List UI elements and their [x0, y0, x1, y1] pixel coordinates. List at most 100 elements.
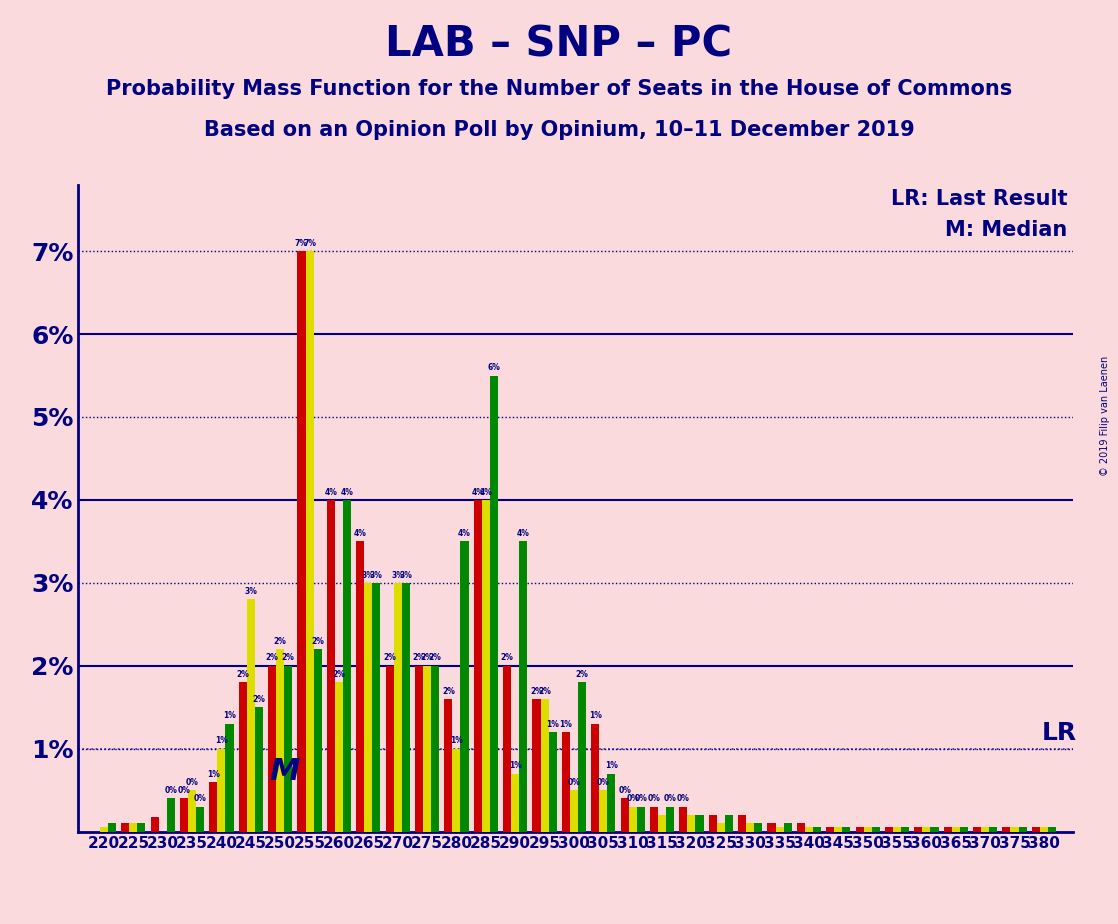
Bar — [314, 650, 322, 832]
Bar — [276, 650, 284, 832]
Bar — [326, 500, 335, 832]
Bar — [797, 823, 805, 832]
Bar — [386, 666, 394, 832]
Bar — [226, 723, 234, 832]
Bar — [415, 666, 423, 832]
Bar — [724, 815, 733, 832]
Bar — [784, 823, 792, 832]
Bar — [519, 541, 528, 832]
Text: 0%: 0% — [568, 778, 580, 787]
Text: 1%: 1% — [559, 720, 572, 729]
Text: 2%: 2% — [274, 637, 286, 646]
Text: 6%: 6% — [487, 363, 501, 372]
Bar — [357, 541, 364, 832]
Text: 1%: 1% — [589, 711, 601, 721]
Text: 2%: 2% — [236, 670, 249, 679]
Bar — [482, 500, 490, 832]
Bar — [915, 828, 922, 832]
Bar — [364, 583, 372, 832]
Text: 3%: 3% — [362, 570, 375, 579]
Text: 3%: 3% — [370, 570, 382, 579]
Text: M: M — [269, 757, 300, 786]
Text: 7%: 7% — [295, 238, 307, 248]
Text: 2%: 2% — [266, 653, 278, 663]
Bar — [532, 699, 540, 832]
Bar — [717, 823, 724, 832]
Bar — [247, 600, 255, 832]
Text: 1%: 1% — [207, 770, 220, 779]
Text: 1%: 1% — [451, 736, 463, 746]
Bar — [960, 828, 968, 832]
Bar — [607, 773, 615, 832]
Bar — [893, 828, 901, 832]
Bar — [335, 682, 343, 832]
Bar — [100, 828, 108, 832]
Text: 2%: 2% — [282, 653, 295, 663]
Bar — [767, 823, 776, 832]
Bar — [885, 828, 893, 832]
Bar — [297, 251, 305, 832]
Text: M: Median: M: Median — [946, 220, 1068, 240]
Bar — [284, 666, 292, 832]
Text: 0%: 0% — [164, 786, 178, 796]
Bar — [813, 828, 821, 832]
Text: 2%: 2% — [420, 653, 434, 663]
Bar — [138, 823, 145, 832]
Text: 0%: 0% — [676, 795, 690, 803]
Text: 2%: 2% — [253, 695, 265, 704]
Bar — [1048, 828, 1057, 832]
Bar — [432, 666, 439, 832]
Bar — [599, 790, 607, 832]
Bar — [540, 699, 549, 832]
Text: 0%: 0% — [634, 795, 647, 803]
Text: 4%: 4% — [341, 488, 353, 496]
Text: 2%: 2% — [576, 670, 588, 679]
Bar — [863, 828, 872, 832]
Text: 4%: 4% — [458, 529, 471, 538]
Bar — [666, 807, 674, 832]
Text: 7%: 7% — [303, 238, 316, 248]
Text: 3%: 3% — [391, 570, 404, 579]
Bar — [659, 815, 666, 832]
Bar — [930, 828, 938, 832]
Text: 2%: 2% — [428, 653, 442, 663]
Text: 2%: 2% — [442, 687, 455, 696]
Bar — [209, 782, 217, 832]
Text: 0%: 0% — [178, 786, 190, 796]
Bar — [130, 823, 138, 832]
Bar — [688, 815, 695, 832]
Bar — [562, 732, 570, 832]
Bar — [1032, 828, 1040, 832]
Text: 0%: 0% — [186, 778, 199, 787]
Text: 0%: 0% — [597, 778, 609, 787]
Bar — [394, 583, 401, 832]
Text: LR: LR — [1042, 721, 1077, 745]
Bar — [826, 828, 834, 832]
Bar — [196, 807, 205, 832]
Bar — [423, 666, 432, 832]
Text: 1%: 1% — [224, 711, 236, 721]
Bar — [217, 748, 226, 832]
Text: © 2019 Filip van Laenen: © 2019 Filip van Laenen — [1100, 356, 1109, 476]
Text: 2%: 2% — [332, 670, 345, 679]
Bar — [167, 798, 174, 832]
Text: 3%: 3% — [245, 587, 257, 596]
Text: 2%: 2% — [383, 653, 396, 663]
Bar — [343, 500, 351, 832]
Bar — [503, 666, 511, 832]
Bar — [944, 828, 951, 832]
Bar — [108, 823, 116, 832]
Bar — [490, 375, 498, 832]
Bar — [805, 828, 813, 832]
Bar — [255, 707, 263, 832]
Text: 2%: 2% — [530, 687, 543, 696]
Text: Based on an Opinion Poll by Opinium, 10–11 December 2019: Based on an Opinion Poll by Opinium, 10–… — [203, 120, 915, 140]
Text: 2%: 2% — [413, 653, 426, 663]
Text: 1%: 1% — [215, 736, 228, 746]
Bar — [680, 807, 688, 832]
Bar — [151, 817, 159, 832]
Bar — [650, 807, 659, 832]
Bar — [372, 583, 380, 832]
Text: 0%: 0% — [626, 795, 639, 803]
Bar — [1040, 828, 1048, 832]
